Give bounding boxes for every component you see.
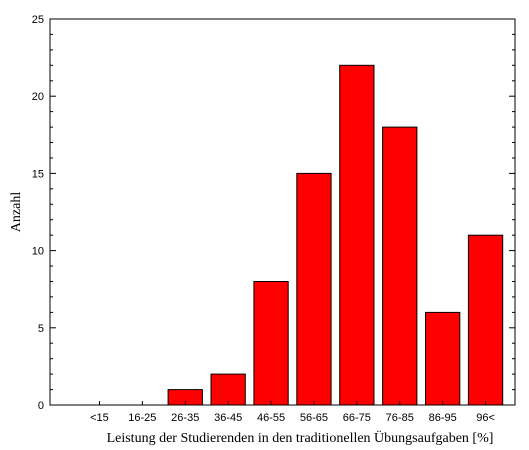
- y-tick-label: 5: [38, 323, 44, 335]
- y-tick-label: 25: [32, 14, 44, 26]
- x-tick-label: 26-35: [171, 412, 199, 424]
- x-tick-label: 46-55: [257, 412, 285, 424]
- x-tick-label: 66-75: [343, 412, 371, 424]
- x-tick-label: 16-25: [128, 412, 156, 424]
- x-axis-title: Leistung der Studierenden in den traditi…: [107, 429, 494, 446]
- x-tick-label: 76-85: [386, 412, 414, 424]
- bar-96<: [467, 234, 504, 406]
- x-tick-label: 36-45: [214, 412, 242, 424]
- bar-46-55: [253, 281, 289, 406]
- bar-86-95: [425, 311, 461, 406]
- bar-76-85: [382, 126, 418, 406]
- bar-36-45: [210, 373, 246, 406]
- x-tick-label: 56-65: [300, 412, 328, 424]
- y-tick-label: 10: [32, 246, 44, 258]
- x-tick-label: 86-95: [429, 412, 457, 424]
- y-tick-label: 20: [32, 91, 44, 103]
- x-tick-label: <15: [90, 412, 109, 424]
- y-tick-label: 15: [32, 168, 44, 180]
- plot-frame: [49, 18, 516, 406]
- x-tick-label: 96<: [476, 412, 495, 424]
- y-axis-title: Anzahl: [9, 192, 24, 233]
- x-axis-ticks: <15 16-25 26-35 36-45 46-55 56-65 66-75 76-85 86…: [90, 401, 495, 424]
- bars-group: [167, 64, 504, 406]
- y-tick-label: 0: [38, 400, 44, 412]
- bar-66-75: [339, 64, 375, 406]
- y-axis-ticks: 0 5 10 15 20 25: [32, 14, 515, 412]
- bar-56-65: [296, 172, 332, 406]
